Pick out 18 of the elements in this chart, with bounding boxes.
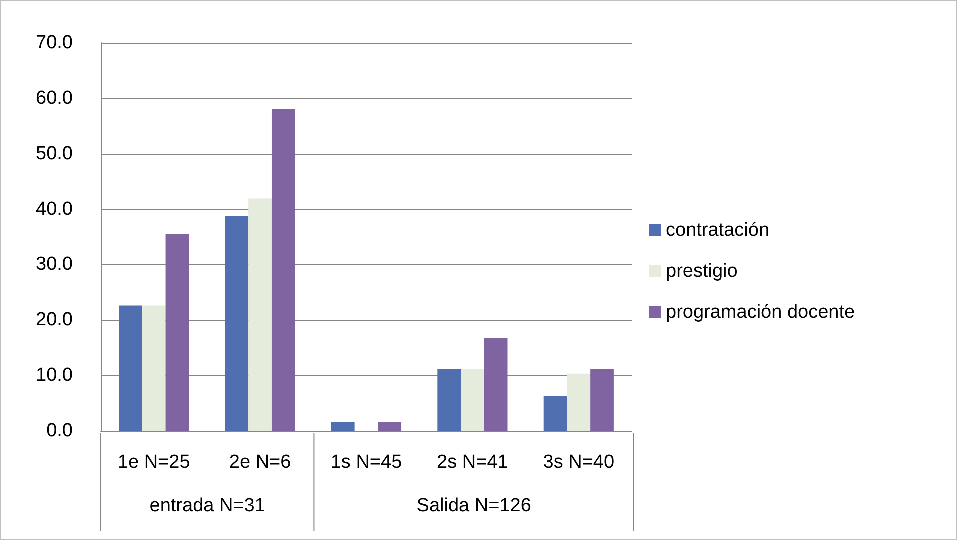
x-tick-label: 2e N=6 [229, 452, 292, 473]
x-tick-label: 1s N=45 [330, 452, 402, 473]
y-tick-label: 40.0 [36, 198, 73, 220]
text: Salida N=126 [416, 496, 532, 516]
y-tick-label: 50.0 [36, 143, 73, 164]
x-tick-label: 1e N=25 [118, 452, 190, 473]
legend-label: contratación [666, 220, 770, 241]
y-tick-label: 10.0 [36, 365, 73, 386]
legend-label: programación docente [666, 302, 856, 323]
y-tick-label: 60.0 [36, 88, 73, 109]
y-tick-label: 0.0 [46, 420, 73, 442]
y-tick-label: 70.0 [36, 32, 73, 54]
x-tick-label: 3s N=40 [543, 452, 615, 473]
legend-label: prestigio [666, 261, 738, 282]
y-tick-label: 20.0 [36, 310, 73, 331]
text: entrada N=31 [150, 496, 266, 516]
x-tick-label: 2s N=41 [437, 452, 508, 473]
y-tick-label: 30.0 [36, 254, 73, 276]
